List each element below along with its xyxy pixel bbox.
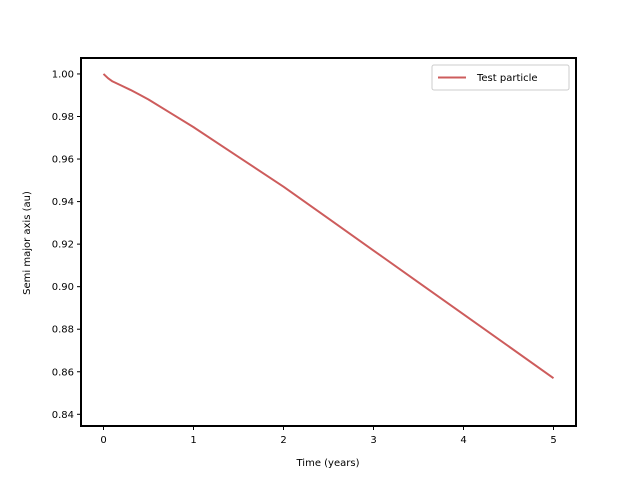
legend-box — [431, 64, 570, 91]
x-tick-label: 0 — [100, 435, 106, 446]
x-axis-title: Time (years) — [296, 458, 360, 469]
series-line-0 — [102, 73, 555, 379]
y-axis-title: Semi major axis (au) — [22, 191, 33, 295]
y-tick-label: 0.96 — [52, 155, 74, 166]
y-tick-label: 1.00 — [52, 69, 74, 80]
y-tick-label: 0.84 — [52, 410, 74, 421]
axes-frame — [80, 57, 577, 427]
x-tick-label: 5 — [550, 435, 556, 446]
x-tick-label: 1 — [190, 435, 196, 446]
legend-label: Test particle — [476, 73, 538, 84]
y-tick-label: 0.86 — [52, 367, 74, 378]
y-tick-label: 0.98 — [52, 112, 74, 123]
x-tick-label: 4 — [460, 435, 466, 446]
y-tick-label: 0.94 — [52, 197, 74, 208]
y-tick-label: 0.88 — [52, 325, 74, 336]
x-tick-label: 2 — [280, 435, 286, 446]
y-tick-label: 0.90 — [52, 282, 74, 293]
y-tick-label: 0.92 — [52, 240, 74, 251]
x-tick-label: 3 — [370, 435, 376, 446]
plot-area: 0 1 2 3 4 5 0.84 0.86 0.88 0.90 0.92 0.94 0.96 0.98 1.… — [52, 57, 577, 446]
